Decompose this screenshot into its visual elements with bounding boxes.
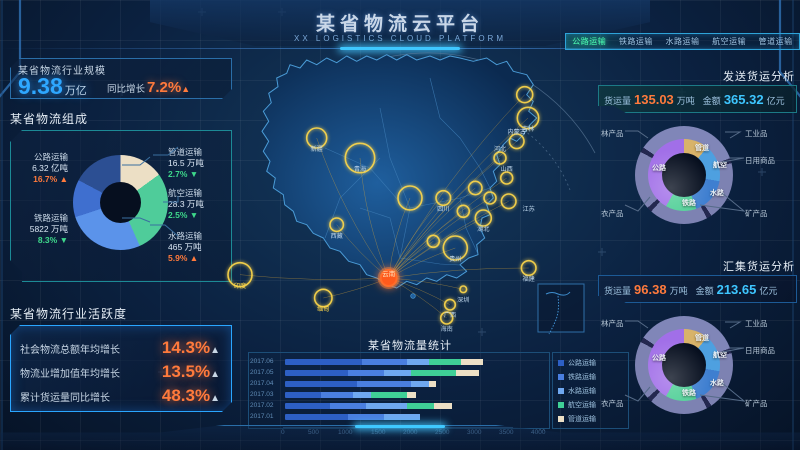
svg-text:江苏: 江苏 bbox=[523, 205, 535, 213]
svg-text:青海: 青海 bbox=[354, 165, 366, 173]
svg-text:四川: 四川 bbox=[437, 206, 449, 213]
svg-text:海南: 海南 bbox=[441, 325, 453, 333]
svg-text:印度: 印度 bbox=[234, 282, 246, 290]
svg-text:贵州: 贵州 bbox=[449, 255, 461, 263]
svg-text:广西: 广西 bbox=[444, 311, 456, 319]
svg-text:福建: 福建 bbox=[523, 275, 535, 283]
svg-text:新疆: 新疆 bbox=[311, 145, 323, 153]
svg-text:西藏: 西藏 bbox=[331, 232, 343, 240]
svg-text:河北: 河北 bbox=[494, 145, 507, 153]
svg-text:缅甸: 缅甸 bbox=[317, 305, 329, 313]
svg-text:山西: 山西 bbox=[501, 165, 513, 173]
svg-text:吉林: 吉林 bbox=[522, 125, 534, 133]
svg-text:云南: 云南 bbox=[382, 269, 396, 278]
svg-text:深圳: 深圳 bbox=[457, 296, 469, 304]
svg-text:湖北: 湖北 bbox=[477, 225, 490, 233]
